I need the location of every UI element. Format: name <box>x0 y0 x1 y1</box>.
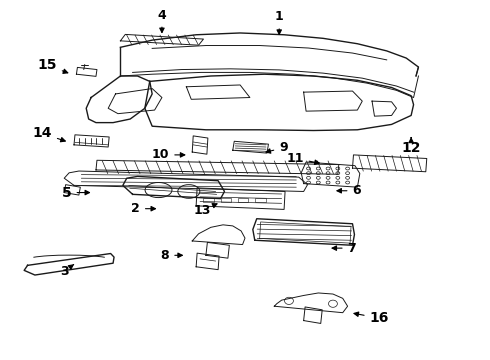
Text: 6: 6 <box>337 184 361 197</box>
Text: 7: 7 <box>332 242 356 255</box>
Text: 3: 3 <box>60 265 74 278</box>
Text: 13: 13 <box>194 204 217 217</box>
Text: 16: 16 <box>354 311 389 325</box>
Text: 2: 2 <box>131 202 155 215</box>
Text: 12: 12 <box>401 138 421 155</box>
Text: 4: 4 <box>158 9 166 32</box>
Text: 15: 15 <box>37 58 68 73</box>
Text: 1: 1 <box>275 10 284 34</box>
Text: 10: 10 <box>152 148 185 161</box>
Text: 8: 8 <box>161 249 182 262</box>
Text: 5: 5 <box>62 185 90 199</box>
Text: 14: 14 <box>32 126 65 142</box>
Text: 9: 9 <box>266 141 288 154</box>
Text: 11: 11 <box>286 152 319 165</box>
